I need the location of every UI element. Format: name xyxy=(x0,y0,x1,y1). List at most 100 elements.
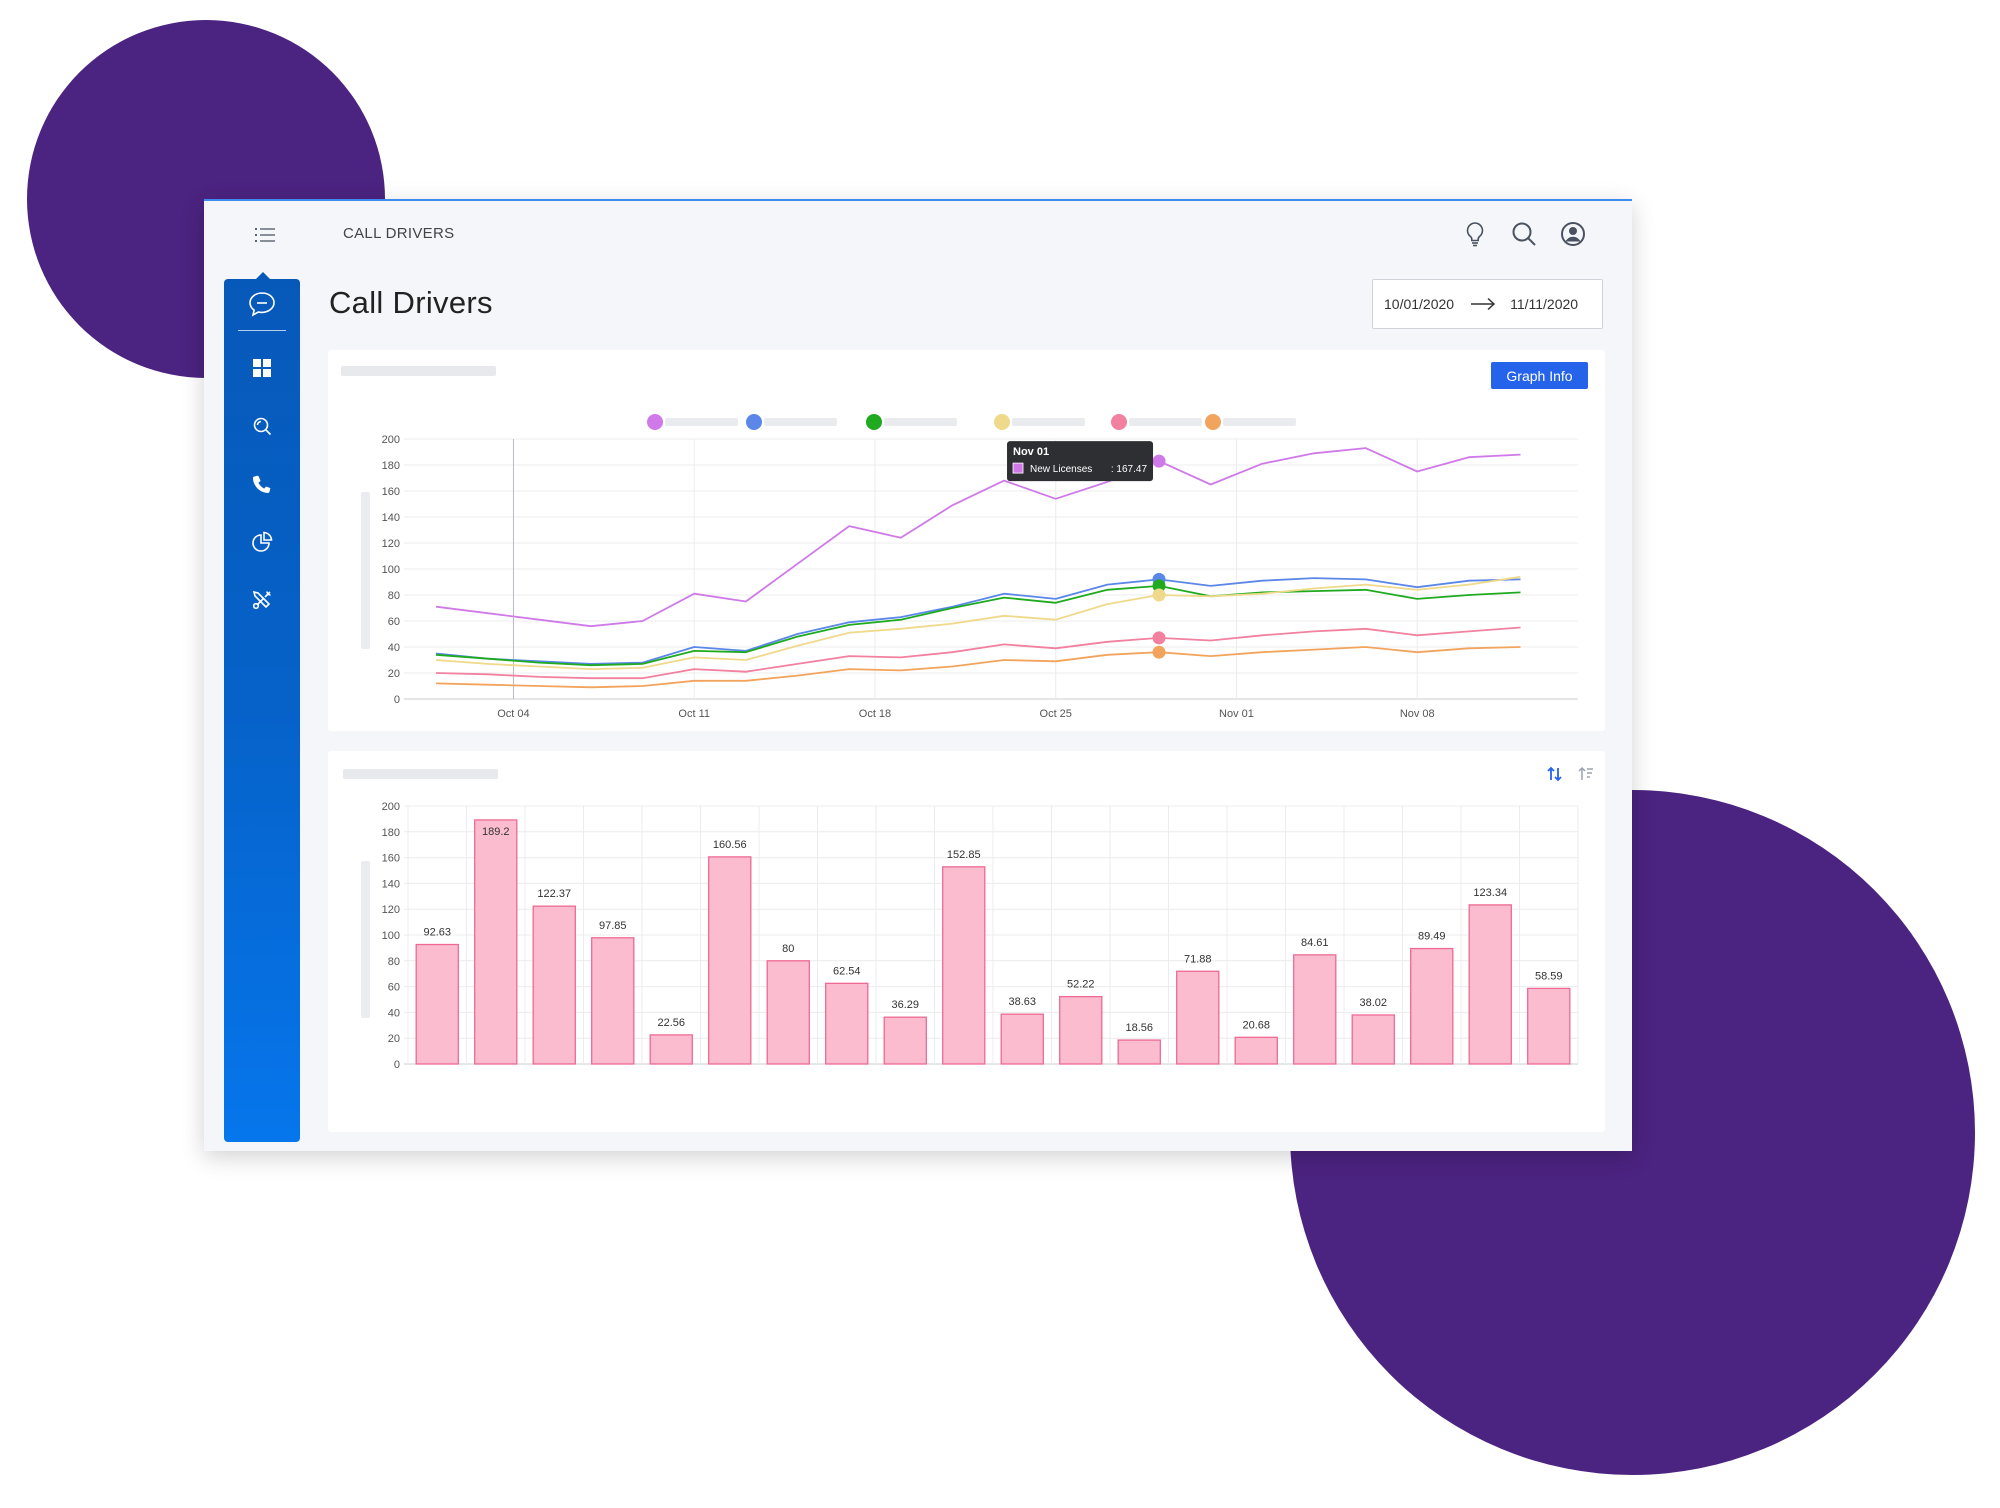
bar-value-label: 71.88 xyxy=(1184,953,1212,965)
legend-item[interactable] xyxy=(746,414,837,430)
search-icon xyxy=(253,417,272,436)
search-icon[interactable] xyxy=(1509,219,1539,249)
series-line xyxy=(435,577,1521,665)
bar xyxy=(591,937,635,1065)
legend-swatch xyxy=(1111,414,1127,430)
legend-item[interactable] xyxy=(1111,414,1202,430)
bar-value-label: 38.02 xyxy=(1359,997,1387,1009)
bar xyxy=(649,1034,693,1065)
chart-tooltip: Nov 01 New Licenses : 167.47 xyxy=(1007,441,1154,482)
bar xyxy=(474,819,518,1065)
tooltip-title: Nov 01 xyxy=(1013,446,1049,458)
series-line xyxy=(435,447,1521,628)
legend-item[interactable] xyxy=(994,414,1085,430)
tooltip-value: : 167.47 xyxy=(1111,464,1148,475)
sidebar-item-chat[interactable] xyxy=(245,287,279,321)
card-title-placeholder xyxy=(341,366,496,376)
bar xyxy=(1527,987,1571,1065)
x-tick-label: Oct 04 xyxy=(497,708,529,720)
y-tick-label: 120 xyxy=(382,904,400,916)
menu-list-icon[interactable] xyxy=(252,223,280,247)
y-tick-label: 200 xyxy=(382,801,400,813)
x-tick-label: Oct 11 xyxy=(678,708,710,720)
y-tick-label: 60 xyxy=(388,982,400,994)
bar xyxy=(415,943,459,1065)
y-tick-label: 40 xyxy=(388,642,400,654)
dashboard-grid-icon xyxy=(253,359,271,377)
legend-label-placeholder xyxy=(1012,418,1085,426)
bar-value-label: 18.56 xyxy=(1125,1022,1153,1034)
series-marker xyxy=(1152,645,1166,659)
sort-filter-icon[interactable] xyxy=(1578,765,1594,783)
series-line xyxy=(435,584,1521,667)
x-tick-label: Nov 08 xyxy=(1400,708,1435,720)
bar-value-label: 89.49 xyxy=(1418,931,1446,943)
bar xyxy=(1000,1013,1044,1065)
legend-item[interactable] xyxy=(866,414,957,430)
bar xyxy=(1117,1039,1161,1065)
tooltip-swatch xyxy=(1012,462,1024,474)
bar-value-label: 20.68 xyxy=(1242,1019,1270,1031)
bar xyxy=(1293,954,1337,1065)
sidebar-item-search[interactable] xyxy=(245,409,279,443)
date-end-field[interactable]: 11/11/2020 xyxy=(1510,296,1579,312)
bar xyxy=(1059,995,1103,1065)
bar-value-label: 97.85 xyxy=(599,920,627,932)
sidebar-divider xyxy=(238,330,286,331)
x-tick-label: Nov 01 xyxy=(1219,708,1254,720)
bar-value-label: 189.2 xyxy=(482,826,510,838)
graph-info-button[interactable]: Graph Info xyxy=(1491,362,1588,389)
series-marker xyxy=(1152,579,1166,593)
legend-label-placeholder xyxy=(1223,418,1296,426)
y-tick-label: 80 xyxy=(388,590,400,602)
phone-icon xyxy=(253,475,271,493)
legend-swatch xyxy=(1205,414,1221,430)
sidebar-item-dashboard[interactable] xyxy=(245,351,279,385)
bar-chart-card: 0 20 40 60 80 100 120 140 160 180 200 92.63 189.2 122… xyxy=(328,751,1605,1132)
tools-icon xyxy=(252,590,271,610)
date-range-picker[interactable]: 10/01/2020 11/11/2020 xyxy=(1372,279,1603,329)
y-tick-label: 80 xyxy=(388,956,400,968)
sort-asc-desc-icon[interactable] xyxy=(1547,765,1563,783)
tooltip-series-name: New Licenses xyxy=(1030,464,1092,475)
bar-value-label: 122.37 xyxy=(537,888,571,900)
legend-swatch xyxy=(866,414,882,430)
bar xyxy=(708,856,752,1065)
sidebar-item-calls[interactable] xyxy=(245,467,279,501)
y-tick-label: 160 xyxy=(382,853,400,865)
y-tick-label: 180 xyxy=(382,827,400,839)
bar-value-label: 36.29 xyxy=(891,999,919,1011)
bar xyxy=(766,960,810,1065)
y-tick-label: 60 xyxy=(388,616,400,628)
sidebar-item-tools[interactable] xyxy=(245,583,279,617)
y-tick-label: 200 xyxy=(382,434,400,446)
date-start-field[interactable]: 10/01/2020 xyxy=(1384,296,1455,312)
sidebar-nav xyxy=(224,272,300,1142)
legend-swatch xyxy=(746,414,762,430)
bar-value-label: 84.61 xyxy=(1301,937,1329,949)
series-line xyxy=(435,626,1521,680)
bar xyxy=(532,905,576,1065)
bar-value-label: 92.63 xyxy=(423,927,451,939)
sidebar-item-reports[interactable] xyxy=(245,525,279,559)
legend-label-placeholder xyxy=(764,418,837,426)
series-line xyxy=(435,646,1521,689)
series-marker xyxy=(1152,588,1166,602)
y-tick-label: 40 xyxy=(388,1007,400,1019)
lightbulb-icon[interactable] xyxy=(1460,219,1490,249)
y-tick-label: 180 xyxy=(382,460,400,472)
y-tick-label: 100 xyxy=(382,564,400,576)
arrow-right-icon xyxy=(1471,297,1496,311)
legend-item[interactable] xyxy=(647,414,738,430)
y-tick-label: 20 xyxy=(388,1033,400,1045)
bar xyxy=(942,866,986,1065)
legend-label-placeholder xyxy=(1129,418,1202,426)
user-account-icon[interactable] xyxy=(1558,219,1588,249)
page-title: Call Drivers xyxy=(329,285,493,320)
breadcrumb: CALL DRIVERS xyxy=(343,225,455,242)
y-tick-label: 0 xyxy=(394,1059,400,1071)
bar xyxy=(1410,947,1454,1065)
legend-label-placeholder xyxy=(665,418,738,426)
legend-item[interactable] xyxy=(1205,414,1296,430)
tooltip-background xyxy=(1007,441,1154,482)
